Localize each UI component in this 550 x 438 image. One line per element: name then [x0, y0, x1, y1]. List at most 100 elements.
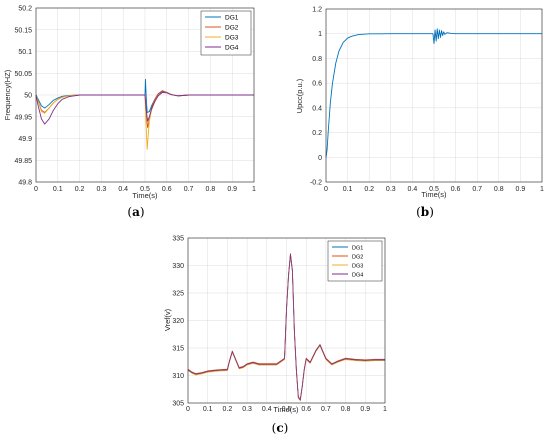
y-tick-label: 49.85: [14, 158, 32, 165]
x-tick-label: 0.5: [282, 406, 292, 413]
y-tick-label: 50: [24, 93, 32, 100]
x-tick-label: 0.7: [321, 406, 331, 413]
series-lines-b: [325, 28, 542, 158]
x-axis-label-b: Time(s): [421, 190, 447, 199]
legend-entry-dg3: DG3: [225, 35, 239, 42]
legend-entry-dg1: DG1: [352, 246, 363, 252]
y-tick-label: 0.6: [312, 81, 322, 88]
x-tick-label: 0.2: [75, 186, 85, 193]
x-tick-label: 0.1: [53, 186, 63, 193]
x-tick-label: 0.8: [206, 186, 216, 193]
legend-entry-dg2: DG2: [225, 25, 239, 32]
x-tick-label: 0.9: [227, 186, 237, 193]
y-tick-label: 1: [318, 31, 322, 38]
x-tick-label: 0.9: [360, 406, 370, 413]
x-tick-label: 0.9: [516, 186, 526, 193]
y-tick-label: 50.2: [18, 6, 32, 13]
y-tick-label: 0.2: [312, 130, 322, 137]
x-tick-label: 0.6: [301, 406, 311, 413]
x-axis-label-c: Time(s): [273, 405, 299, 414]
panel-label-b-close: ): [429, 205, 434, 219]
panel-c-vref-chart: 0 0.1 0.2 0.3 0.4 0.5 0.6 0.7 0.8 0.9 1 305 310 315 32…: [163, 236, 387, 415]
panel-label-b: (b): [416, 205, 434, 219]
ticks-b: 0 0.1 0.2 0.3 0.4 0.5 0.6 0.7 0.8 0.9 1-0.200.20.4…: [310, 7, 544, 194]
x-tick-label: 0.4: [262, 406, 272, 413]
y-tick-label: 320: [172, 318, 184, 325]
y-tick-label: 330: [172, 263, 184, 270]
legend-entry-dg4: DG4: [225, 45, 239, 52]
y-tick-label: 315: [172, 346, 184, 353]
panel-label-a-close: ): [140, 205, 145, 219]
legend-entry-dg4: DG4: [352, 273, 363, 279]
plot-frame-b: [325, 8, 543, 183]
x-tick-label: 0.6: [162, 186, 172, 193]
x-tick-label: 0.8: [494, 186, 504, 193]
panel-label-b-letter: b: [421, 205, 429, 219]
x-tick-label: 0.2: [223, 406, 233, 413]
x-tick-label: 0.1: [343, 186, 353, 193]
series-line-dg4: [35, 91, 254, 125]
series-line-b-0: [325, 28, 542, 158]
legend-entry-dg2: DG2: [352, 255, 363, 261]
y-tick-label: 335: [172, 236, 184, 243]
x-tick-label: 0.3: [386, 186, 396, 193]
y-tick-label: 310: [172, 373, 184, 380]
legend-a: DG1 DG2 DG3 DG4: [200, 10, 252, 56]
x-tick-label: 0.7: [184, 186, 194, 193]
x-axis-label-a: Time(s): [132, 191, 158, 200]
y-tick-label: 49.8: [18, 180, 32, 187]
y-tick-label: 325: [172, 291, 184, 298]
panel-label-a-open: (: [127, 205, 132, 219]
y-tick-label: 305: [172, 401, 184, 408]
x-tick-label: 0: [324, 186, 328, 193]
y-tick-label: 0.8: [312, 56, 322, 63]
plot-frame-c: [187, 237, 386, 404]
y-tick-label: 49.95: [14, 114, 32, 121]
panel-a-frequency-chart: 0 0.1 0.2 0.3 0.4 0.5 0.6 0.7 0.8 0.9 1 49.8 49.85 49…: [3, 6, 256, 201]
x-tick-label: 0.5: [429, 186, 439, 193]
series-lines-c: [187, 253, 385, 402]
x-tick-label: 0.5: [140, 186, 150, 193]
y-tick-label: 50.1: [18, 49, 32, 56]
x-tick-label: 0.3: [97, 186, 107, 193]
panel-label-a: (a): [127, 205, 144, 219]
y-tick-label: 50.05: [14, 71, 32, 78]
legend-c: DG1 DG2 DG3 DG4: [327, 240, 383, 282]
panel-label-c-close: ): [284, 421, 289, 435]
x-tick-label: 0.4: [118, 186, 128, 193]
x-tick-label: 0.4: [408, 186, 418, 193]
x-tick-label: 1: [383, 406, 387, 413]
legend-entry-dg1: DG1: [225, 15, 239, 22]
y-axis-label-c: Vref(v): [163, 308, 172, 331]
y-tick-label: 0.4: [312, 105, 322, 112]
x-tick-label: 0.8: [341, 406, 351, 413]
x-tick-label: 0.3: [242, 406, 252, 413]
y-tick-label: 49.9: [18, 136, 32, 143]
panel-label-a-letter: a: [132, 205, 140, 219]
legend-entry-dg3: DG3: [352, 264, 363, 270]
x-tick-label: 1: [540, 186, 544, 193]
panel-label-c: (c): [272, 421, 289, 435]
panel-b-upcc-chart: 0 0.1 0.2 0.3 0.4 0.5 0.6 0.7 0.8 0.9 1-0.200.20.4…: [295, 7, 544, 200]
y-tick-label: 1.2: [312, 7, 322, 14]
x-tick-label: 0.1: [203, 406, 213, 413]
panel-label-c-letter: c: [276, 421, 283, 435]
legend-box: [200, 10, 252, 56]
plot-frame-a: [35, 7, 255, 183]
series-lines-a: [35, 78, 254, 150]
series-line-dg4: [187, 253, 385, 401]
panel-label-c-open: (: [272, 421, 277, 435]
x-tick-label: 0.7: [472, 186, 482, 193]
x-tick-label: 1: [252, 186, 256, 193]
x-tick-label: 0.6: [451, 186, 461, 193]
panel-label-b-open: (: [416, 205, 421, 219]
y-axis-label-b: Upcc(p.u.): [295, 78, 304, 113]
x-tick-label: 0: [186, 406, 190, 413]
x-tick-label: 0.2: [364, 186, 374, 193]
ticks-a: 0 0.1 0.2 0.3 0.4 0.5 0.6 0.7 0.8 0.9 1 49.8 49.85 49…: [14, 6, 256, 194]
y-tick-label: -0.2: [310, 180, 322, 187]
y-tick-label: 0: [318, 155, 322, 162]
y-tick-label: 50.15: [14, 27, 32, 34]
x-tick-label: 0: [34, 186, 38, 193]
